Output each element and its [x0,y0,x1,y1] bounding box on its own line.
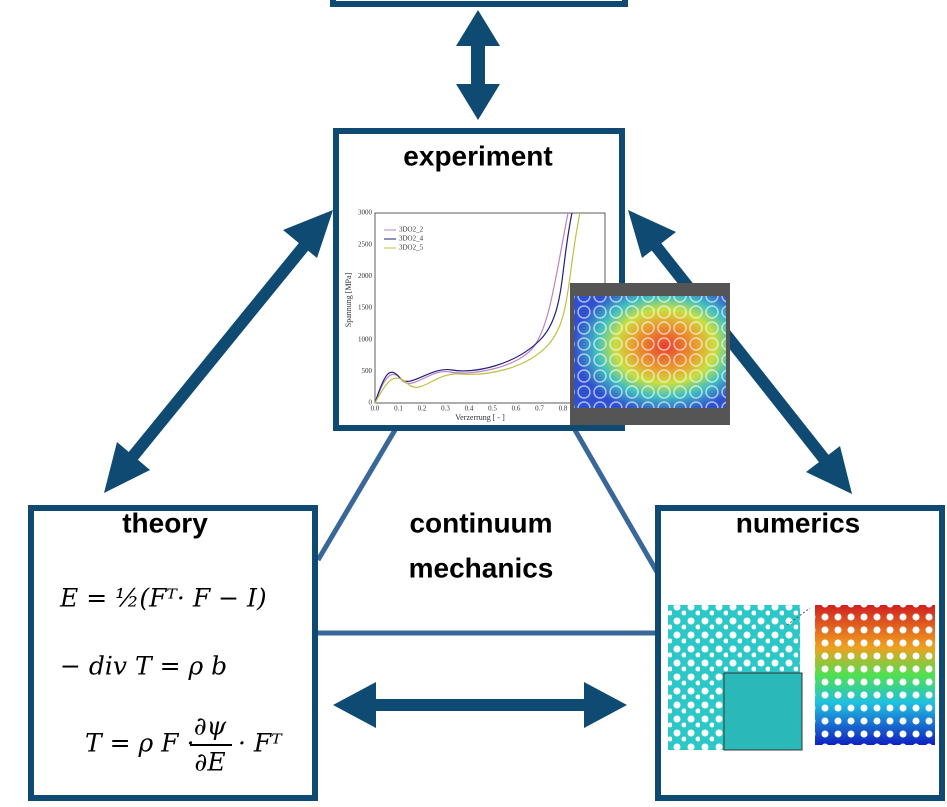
node-label: experiment [403,140,552,171]
page: {"nodes": [ {"label": "experiment"}, {"l… [0,0,947,802]
equation: · Fᵀ [238,729,283,758]
x-tick-label: 0.5 [488,405,497,413]
y-tick-label: 1500 [358,304,373,312]
x-tick-label: 0.0 [371,405,380,413]
x-tick-label: 0.6 [512,405,521,413]
legend-label: 3DO2_5 [399,244,424,252]
y-tick-label: 3000 [358,209,373,217]
top-box [333,0,625,4]
y-tick-label: 2500 [358,240,373,248]
legend-label: 3DO2_2 [399,226,424,234]
equation: ∂ψ [194,712,227,741]
x-tick-label: 0.1 [394,405,403,413]
double-arrow [456,10,500,120]
diagram: experiment 3DO2_2 3DO2_4 3DO2_5 Verzerru… [0,0,947,802]
y-axis-label: Spannung [MPa] [344,272,353,327]
y-tick-label: 2000 [358,272,373,280]
node-label: numerics [736,507,861,538]
double-arrow [104,210,333,493]
y-tick-label: 1000 [358,335,373,343]
dic-photo [570,283,730,425]
stress-strain-plot: 3DO2_2 3DO2_4 3DO2_5 Verzerrung [ - ] Sp… [344,209,605,422]
x-tick-label: 0.2 [418,405,427,413]
x-tick-label: 0.4 [465,405,474,413]
equation: T = ρ F · [85,729,194,758]
y-tick-label: 0 [369,399,373,407]
cube-holes [815,605,935,745]
legend-label: 3DO2_4 [399,235,424,243]
center-label: mechanics [409,552,554,583]
equation: − div T = ρ b [60,652,227,681]
zoom-inset [724,673,802,750]
x-tick-label: 0.8 [559,405,568,413]
cell-pattern [574,296,726,408]
x-tick-label: 0.7 [535,405,544,413]
x-axis-label: Verzerrung [ - ] [455,413,505,422]
double-arrow [333,682,627,728]
y-tick-label: 500 [362,367,373,375]
triangle-edge [318,430,395,560]
equation: ∂E [194,748,225,777]
triangle-edge [575,430,657,572]
center-label: continuum [409,507,552,538]
node-label: theory [122,507,208,538]
x-tick-label: 0.3 [441,405,450,413]
equation: E = ½(Fᵀ· F − I) [59,584,267,613]
